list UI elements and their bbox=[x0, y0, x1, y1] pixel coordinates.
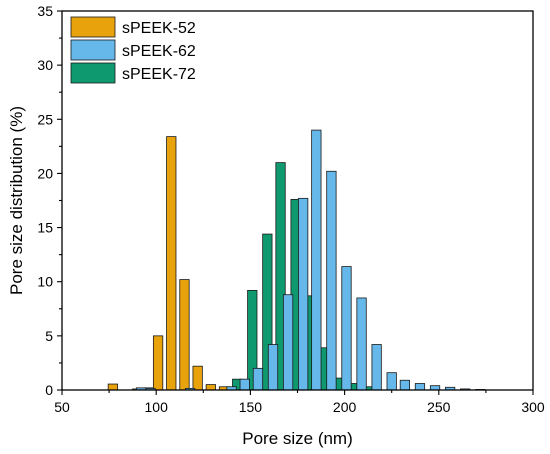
x-axis-label: Pore size (nm) bbox=[242, 429, 353, 448]
y-tick-label: 20 bbox=[37, 165, 53, 181]
bar-speek-62-11 bbox=[341, 266, 352, 391]
bar-speek-62-12 bbox=[356, 297, 367, 391]
bar-speek-62-14 bbox=[386, 372, 397, 391]
bar-speek-52-7 bbox=[205, 384, 216, 391]
axes: 50 100 150 200 250 300 0 5 10 15 20 25 30 35 bbox=[37, 3, 544, 415]
bar-speek-52-6 bbox=[192, 365, 203, 391]
y-tick-label: 10 bbox=[37, 274, 53, 290]
bar-speek-62-8 bbox=[298, 197, 309, 391]
bar-speek-62-13 bbox=[371, 344, 382, 391]
bar-speek-52-0 bbox=[107, 383, 118, 391]
bar-speek-62-7 bbox=[282, 294, 294, 391]
x-tick-label: 50 bbox=[54, 399, 70, 415]
y-tick-label: 15 bbox=[37, 220, 53, 236]
bar-speek-62-9 bbox=[311, 129, 322, 391]
legend-swatch bbox=[70, 16, 116, 38]
x-tick-label: 250 bbox=[427, 399, 451, 415]
x-tick-label: 300 bbox=[521, 399, 545, 415]
y-tick-label: 30 bbox=[37, 57, 53, 73]
bar-speek-52-4 bbox=[166, 136, 177, 391]
legend-swatch bbox=[70, 39, 116, 61]
y-tick-label: 5 bbox=[45, 328, 53, 344]
bar-speek-62-6 bbox=[267, 344, 279, 391]
bar-speek-62-15 bbox=[399, 379, 410, 391]
y-axis-label: Pore size distribution (%) bbox=[7, 106, 26, 295]
bar-speek-52-3 bbox=[152, 335, 164, 391]
legend-label: sPEEK-72 bbox=[122, 66, 196, 83]
bar-speek-62-16 bbox=[414, 383, 426, 391]
legend-label: sPEEK-62 bbox=[122, 43, 196, 60]
bar-speek-62-5 bbox=[252, 367, 264, 391]
x-tick-label: 200 bbox=[333, 399, 357, 415]
bar-speek-62-4 bbox=[239, 378, 250, 391]
series-speek-52-bars bbox=[107, 136, 230, 391]
bar-speek-52-5 bbox=[179, 279, 190, 391]
series-speek-62-bars bbox=[136, 129, 486, 391]
y-tick-label: 0 bbox=[45, 382, 53, 398]
bar-speek-62-10 bbox=[326, 170, 337, 391]
y-tick-label: 25 bbox=[37, 111, 53, 127]
legend-swatch bbox=[70, 62, 116, 84]
legend-label: sPEEK-52 bbox=[122, 20, 196, 37]
x-tick-label: 150 bbox=[239, 399, 263, 415]
x-tick-label: 100 bbox=[145, 399, 169, 415]
legend: sPEEK-52 sPEEK-62 sPEEK-72 bbox=[70, 16, 196, 84]
y-tick-label: 35 bbox=[37, 3, 53, 19]
